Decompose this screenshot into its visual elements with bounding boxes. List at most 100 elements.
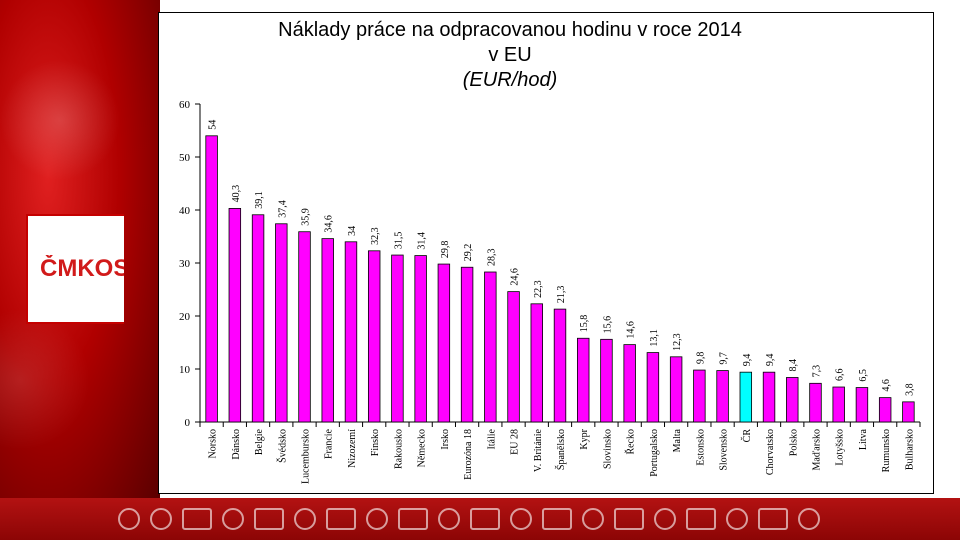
union-logo-icon: [326, 508, 356, 530]
union-logo-icon: [614, 508, 644, 530]
value-label: 4,6: [881, 379, 892, 392]
category-label: Bulharsko: [904, 429, 915, 470]
bar-19: [646, 352, 660, 423]
category-label: Slovinsko: [602, 429, 613, 469]
value-label: 32,3: [370, 227, 381, 245]
bar-14: [530, 303, 543, 423]
category-label: Rakousko: [393, 429, 404, 469]
category-label: Dánsko: [231, 429, 242, 460]
value-label: 7,3: [811, 365, 822, 378]
category-label: ČR: [741, 429, 753, 443]
y-tick-label: 0: [185, 417, 191, 429]
bar-18: [623, 344, 636, 423]
bar-8: [391, 254, 404, 423]
union-logo-icon: [510, 508, 532, 530]
category-label: Lucembursko: [301, 429, 312, 484]
bar-26: [809, 382, 822, 423]
bar-28: [855, 387, 869, 423]
value-label: 8,4: [788, 359, 799, 372]
value-label: 9,4: [765, 354, 776, 367]
union-logo-icon: [254, 508, 284, 530]
bar-27: [832, 386, 845, 423]
bottom-logo-strip: [0, 498, 960, 540]
category-label: Švédsko: [276, 429, 288, 463]
category-label: Malta: [672, 428, 683, 452]
bar-29: [878, 397, 892, 423]
category-label: Chorvatsko: [765, 429, 776, 475]
bar-12: [484, 271, 497, 423]
bar-17: [600, 338, 613, 423]
value-label: 14,6: [626, 321, 637, 339]
value-label: 35,9: [301, 208, 312, 226]
category-label: Řecko: [625, 429, 637, 455]
y-tick-label: 50: [179, 152, 191, 164]
bar-13: [507, 291, 520, 423]
category-label: EU 28: [510, 429, 521, 455]
union-logo-icon: [118, 508, 140, 530]
category-label: Portugalsko: [649, 429, 660, 477]
value-label: 22,3: [533, 280, 544, 298]
value-label: 3,8: [904, 383, 915, 396]
bar-25: [786, 377, 799, 423]
category-label: Španělsko: [555, 429, 567, 470]
bar-24: [762, 371, 776, 423]
category-label: Litva: [858, 428, 869, 450]
bar-4: [298, 231, 311, 423]
bar-3: [275, 223, 288, 423]
value-label: 54: [208, 120, 219, 130]
value-label: 9,8: [695, 352, 706, 365]
bar-9: [414, 255, 427, 423]
bar-5: [321, 238, 334, 423]
value-label: 9,4: [742, 354, 753, 367]
bar-11: [460, 266, 474, 423]
value-label: 37,4: [277, 200, 288, 218]
category-label: Maďarsko: [811, 429, 822, 470]
union-logo-icon: [654, 508, 676, 530]
value-label: 21,3: [556, 286, 567, 304]
value-label: 15,6: [602, 316, 613, 334]
y-tick-label: 20: [179, 311, 191, 323]
value-label: 13,1: [649, 329, 660, 347]
value-label: 34,6: [324, 215, 335, 233]
brand-name: ČMKOS: [40, 255, 124, 282]
value-label: 31,5: [393, 232, 404, 250]
value-label: 39,1: [254, 191, 265, 209]
value-label: 6,5: [858, 369, 869, 382]
y-tick-label: 10: [179, 364, 191, 376]
chart-title-line2: v EU: [488, 44, 532, 66]
value-label: 9,7: [719, 352, 730, 365]
bar-23: [739, 371, 753, 423]
bar-2: [251, 214, 265, 423]
union-logo-icon: [150, 508, 172, 530]
union-logo-icon: [798, 508, 820, 530]
category-label: Slovensko: [719, 429, 730, 471]
union-logo-icon: [470, 508, 500, 530]
value-label: 15,8: [579, 315, 590, 333]
union-logo-icon: [582, 508, 604, 530]
value-label: 31,4: [417, 232, 428, 250]
union-logo-icon: [222, 508, 244, 530]
category-label: Nizozemí: [347, 429, 358, 468]
category-label: Irsko: [440, 429, 451, 450]
value-label: 40,3: [231, 185, 242, 203]
bar-20: [669, 356, 683, 423]
bar-30: [902, 401, 915, 423]
bar-10: [437, 263, 451, 423]
category-label: Belgie: [254, 428, 265, 455]
category-label: Polsko: [788, 429, 799, 456]
category-label: Francie: [324, 428, 335, 459]
y-tick-label: 40: [179, 205, 191, 217]
value-label: 12,3: [672, 333, 683, 351]
category-label: Itálie: [486, 428, 497, 449]
union-logo-icon: [366, 508, 388, 530]
category-label: V. Británie: [533, 428, 544, 472]
value-label: 34: [347, 226, 358, 236]
value-label: 6,6: [835, 369, 846, 382]
category-label: Finsko: [370, 429, 381, 456]
category-label: Estonsko: [695, 429, 706, 466]
union-logo-icon: [294, 508, 316, 530]
union-logo-icon: [542, 508, 572, 530]
chart-title: Náklady práce na odpracovanou hodinu v r…: [170, 18, 850, 93]
union-logo-icon: [686, 508, 716, 530]
category-label: Kypr: [579, 428, 590, 449]
